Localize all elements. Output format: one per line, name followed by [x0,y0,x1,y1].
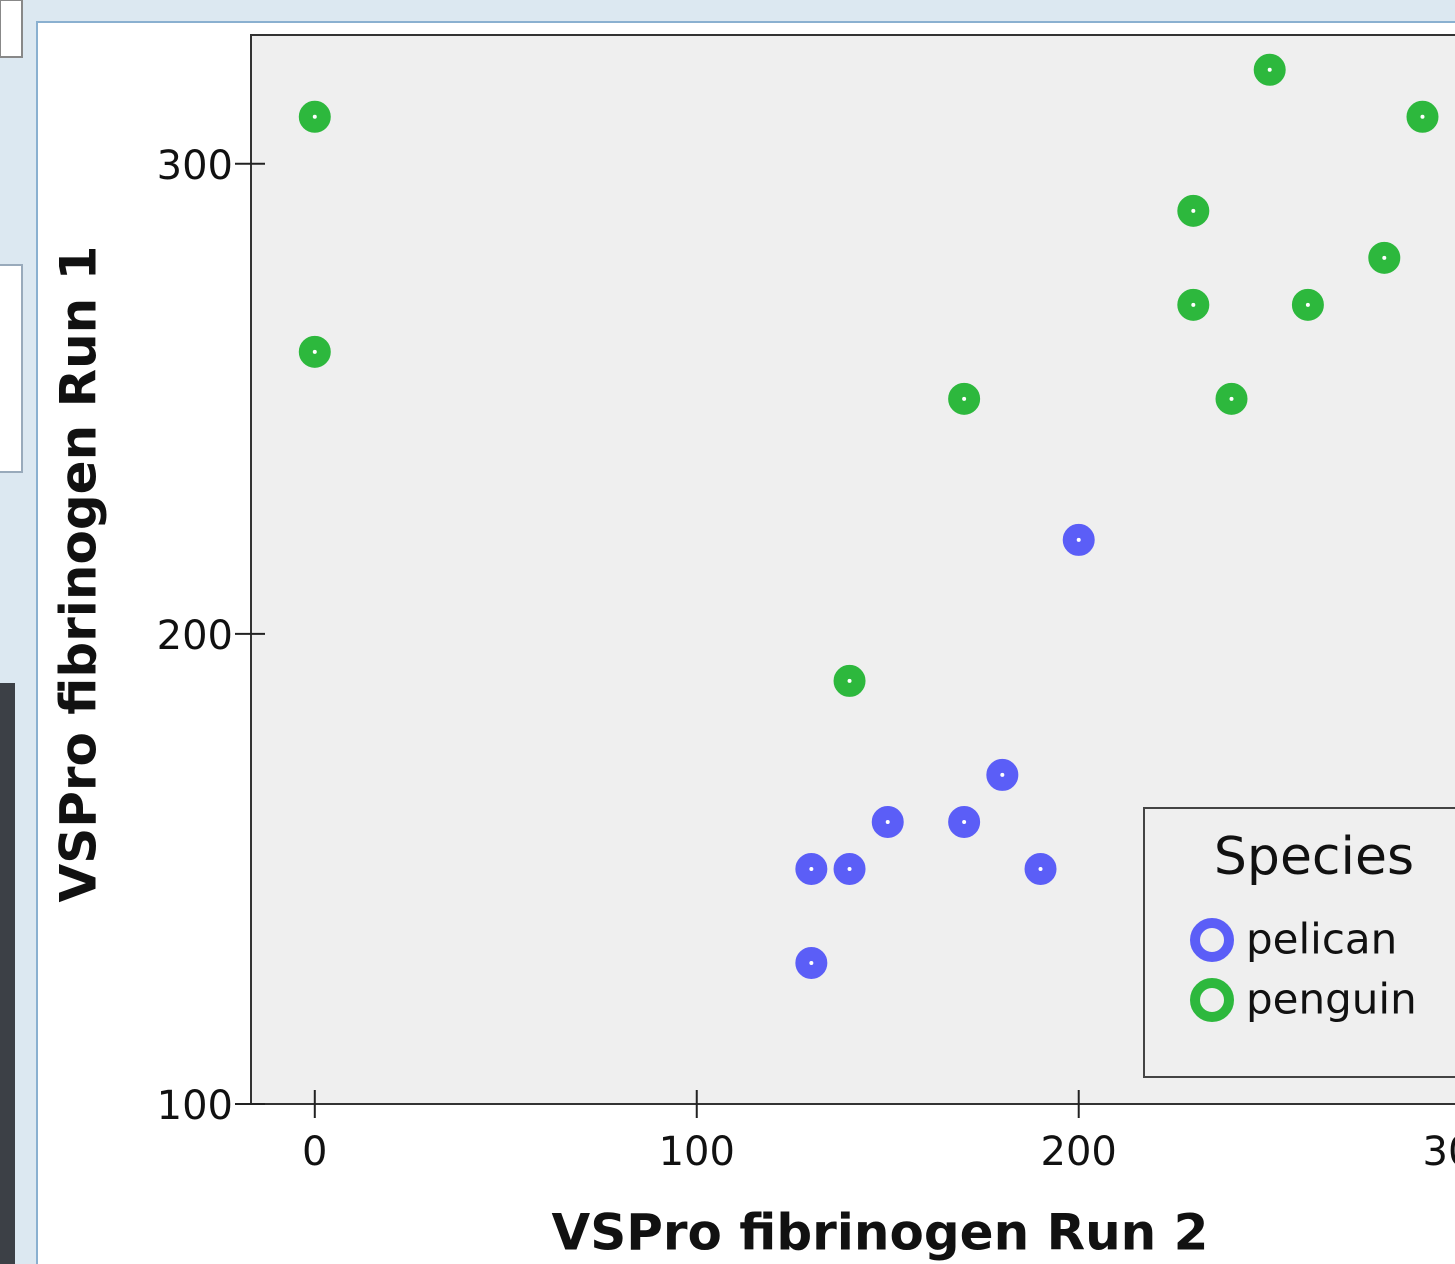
scatter-point [1062,523,1095,556]
legend-title: Species [1214,827,1414,887]
y-tick-label: 300 [157,143,233,189]
legend-marker [1190,978,1234,1022]
x-tick-label: 100 [659,1129,735,1175]
scatter-point [948,382,981,415]
legend-box [1143,807,1455,1078]
scatter-point [298,335,331,368]
x-tick-label: 0 [302,1129,327,1175]
legend-marker [1190,918,1234,962]
scatter-point [1253,53,1286,86]
x-axis-title: VSPro fibrinogen Run 2 [552,1204,1209,1262]
x-tick-label: 200 [1041,1129,1117,1175]
scatter-point [1291,288,1324,321]
side-image [0,683,15,1264]
scatter-point [986,758,1019,791]
scatter-point [1368,241,1401,274]
legend-label: penguin [1246,975,1417,1024]
scatter-point [795,946,828,979]
y-tick-label: 200 [157,613,233,659]
scatter-point [1024,852,1057,885]
legend-label: pelican [1246,915,1397,964]
side-box [0,0,23,58]
scatter-point [1177,194,1210,227]
scatter-point [1406,100,1439,133]
scatter-point [1177,288,1210,321]
side-panel [0,264,23,473]
scatter-point [833,852,866,885]
scatter-point [948,805,981,838]
scatter-point [871,805,904,838]
scatter-point [833,664,866,697]
scatter-point [298,100,331,133]
x-tick-label: 300 [1423,1129,1455,1175]
y-tick-label: 100 [157,1083,233,1129]
y-axis-title: VSPro fibrinogen Run 1 [50,246,108,903]
scatter-point [795,852,828,885]
scatter-point [1215,382,1248,415]
